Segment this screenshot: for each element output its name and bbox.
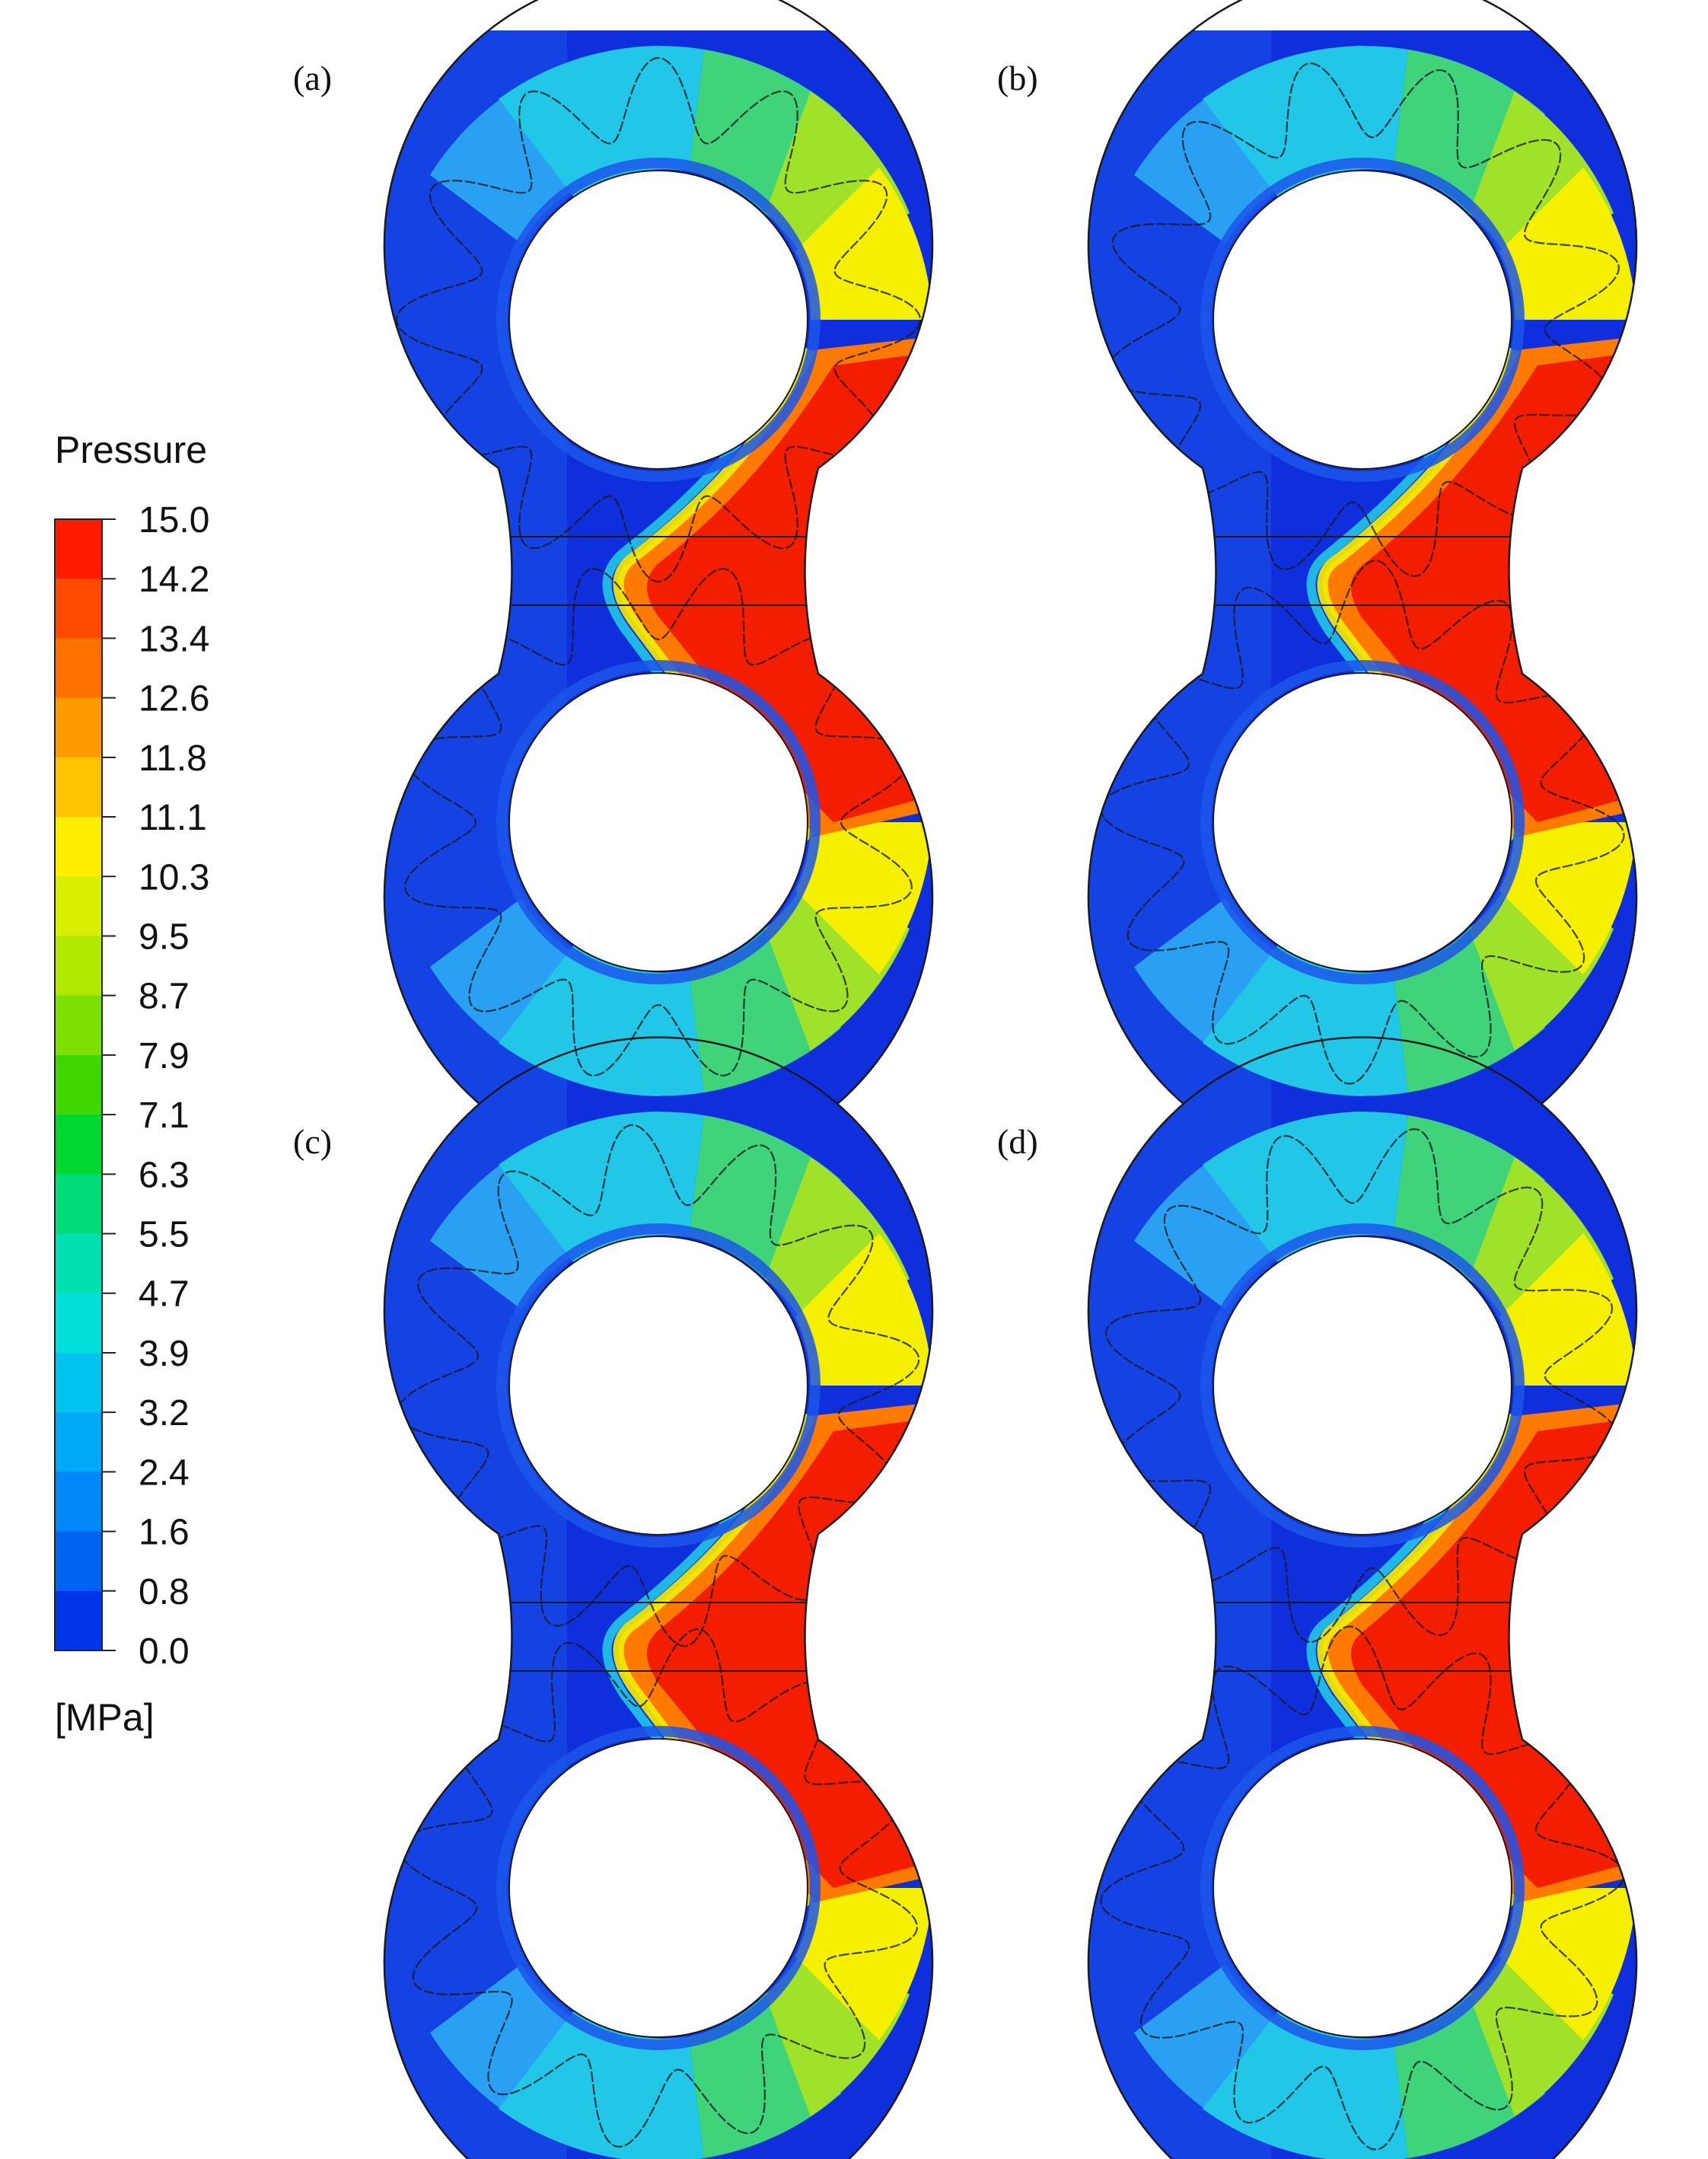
bore-boundary-layer [496, 1726, 821, 2050]
pressure-band [1393, 1995, 1545, 2158]
panel-label: (c) [293, 1122, 332, 1161]
contour-panel [1087, 0, 1638, 1172]
colorbar-segment [55, 1412, 102, 1472]
colorbar-tick-label: 7.9 [139, 1036, 190, 1076]
colorbar-tick-label: 6.3 [139, 1155, 190, 1195]
legend-unit: [MPa] [55, 1696, 155, 1739]
contour-panels: (a) (b) (c) (d) [293, 0, 1638, 2159]
colorbar-segment [55, 697, 102, 758]
colorbar-frame [54, 518, 103, 1651]
colorbar-segment [55, 1293, 102, 1354]
colorbar-segment [55, 1115, 102, 1175]
colorbar-tick-label: 8.7 [139, 977, 190, 1017]
pressure-band [795, 167, 932, 320]
bore-boundary-layer [1200, 158, 1525, 482]
colorbar-segment [55, 757, 102, 818]
colorbar-tick-label: 7.1 [139, 1095, 190, 1136]
gear-tooth-profile [397, 1124, 920, 1647]
colorbar-tick-label: 14.2 [139, 560, 209, 600]
colorbar-segment [55, 638, 102, 699]
contour-panel [383, 0, 934, 1172]
colorbar-tick-label: 11.1 [139, 798, 207, 838]
upper-shaft-bore [1212, 170, 1512, 470]
colorbar-tick-label: 4.7 [139, 1274, 190, 1315]
pressure-band [689, 929, 841, 1092]
colorbar-segment [55, 995, 102, 1056]
gear-tooth-profile [398, 1628, 919, 2148]
colorbar-segment [55, 876, 102, 936]
pressure-band [1499, 1233, 1636, 1386]
gear-tooth-profile [1105, 1128, 1620, 1643]
colorbar-segment [55, 1174, 102, 1235]
pressure-band [1499, 167, 1636, 320]
bore-boundary-layer [1200, 1223, 1525, 1548]
colorbar-segment [55, 817, 102, 877]
pressure-legend: Pressure 15.0 14.2 13.4 12.6 11.8 11.1 10.3 9.5… [54, 429, 209, 1739]
colorbar-segment [55, 519, 102, 579]
colorbar-segment [55, 1233, 102, 1294]
colorbar-tick-label: 13.4 [139, 619, 209, 659]
pressure-band [1499, 1888, 1636, 2040]
colorbar-segment [55, 1472, 102, 1532]
colorbar-segment [55, 1054, 102, 1115]
bore-boundary-layer [1200, 1726, 1525, 2050]
legend-title: Pressure [55, 429, 207, 471]
gear-tooth-profile [404, 568, 913, 1076]
colorbar-tick-label: 5.5 [139, 1215, 190, 1255]
colorbar-ticks: 15.0 14.2 13.4 12.6 11.8 11.1 10.3 9.5 8.7 7.9 7.1… [102, 500, 209, 1672]
colorbar-segment [55, 1531, 102, 1592]
bore-boundary-layer [496, 660, 821, 984]
pressure-band [1393, 1115, 1545, 1279]
colorbar-tick-label: 3.2 [139, 1393, 190, 1433]
pressure-band [1393, 49, 1545, 213]
upper-shaft-bore [1212, 1236, 1512, 1536]
colorbar-tick-label: 12.6 [139, 679, 209, 719]
upper-shaft-bore [508, 1236, 808, 1536]
lower-shaft-bore [1212, 672, 1512, 972]
panel-label: (d) [997, 1122, 1038, 1161]
colorbar-segment [55, 936, 102, 997]
pressure-band [795, 1233, 932, 1386]
colorbar-tick-label: 0.0 [139, 1631, 190, 1672]
pressure-band [795, 1888, 932, 2040]
gear-tooth-profile [1100, 1625, 1625, 2151]
colorbar-tick-label: 15.0 [139, 500, 209, 541]
gear-tooth-profile [1100, 560, 1625, 1085]
colorbar-segment [55, 579, 102, 639]
pressure-band [1499, 822, 1636, 974]
colorbar-segment [55, 1590, 102, 1651]
lower-shaft-bore [508, 1738, 808, 2038]
pressure-band [795, 822, 932, 974]
pressure-band [689, 1995, 841, 2158]
contour-panel [1087, 1036, 1638, 2159]
gear-tooth-profile [395, 56, 922, 583]
bore-boundary-layer [496, 158, 821, 482]
panel-label: (a) [293, 59, 332, 97]
panel-label: (b) [997, 59, 1038, 97]
pressure-band [1393, 929, 1545, 1092]
colorbar-tick-label: 10.3 [139, 857, 209, 898]
colorbar-tick-label: 0.8 [139, 1572, 190, 1612]
bore-boundary-layer [496, 1223, 821, 1548]
pressure-band [689, 49, 841, 213]
colorbar-tick-label: 2.4 [139, 1453, 190, 1493]
bore-boundary-layer [1200, 660, 1525, 984]
colorbar-tick-label: 1.6 [139, 1513, 190, 1553]
gear-tooth-profile [1105, 62, 1620, 577]
contour-panel [383, 1036, 934, 2159]
upper-shaft-bore [508, 170, 808, 470]
colorbar-segment [55, 1352, 102, 1413]
pressure-band [689, 1115, 841, 1279]
colorbar [54, 518, 103, 1651]
colorbar-tick-label: 9.5 [139, 917, 190, 957]
colorbar-tick-label: 3.9 [139, 1334, 190, 1374]
lower-shaft-bore [1212, 1738, 1512, 2038]
lower-shaft-bore [508, 672, 808, 972]
colorbar-tick-label: 11.8 [139, 738, 207, 779]
